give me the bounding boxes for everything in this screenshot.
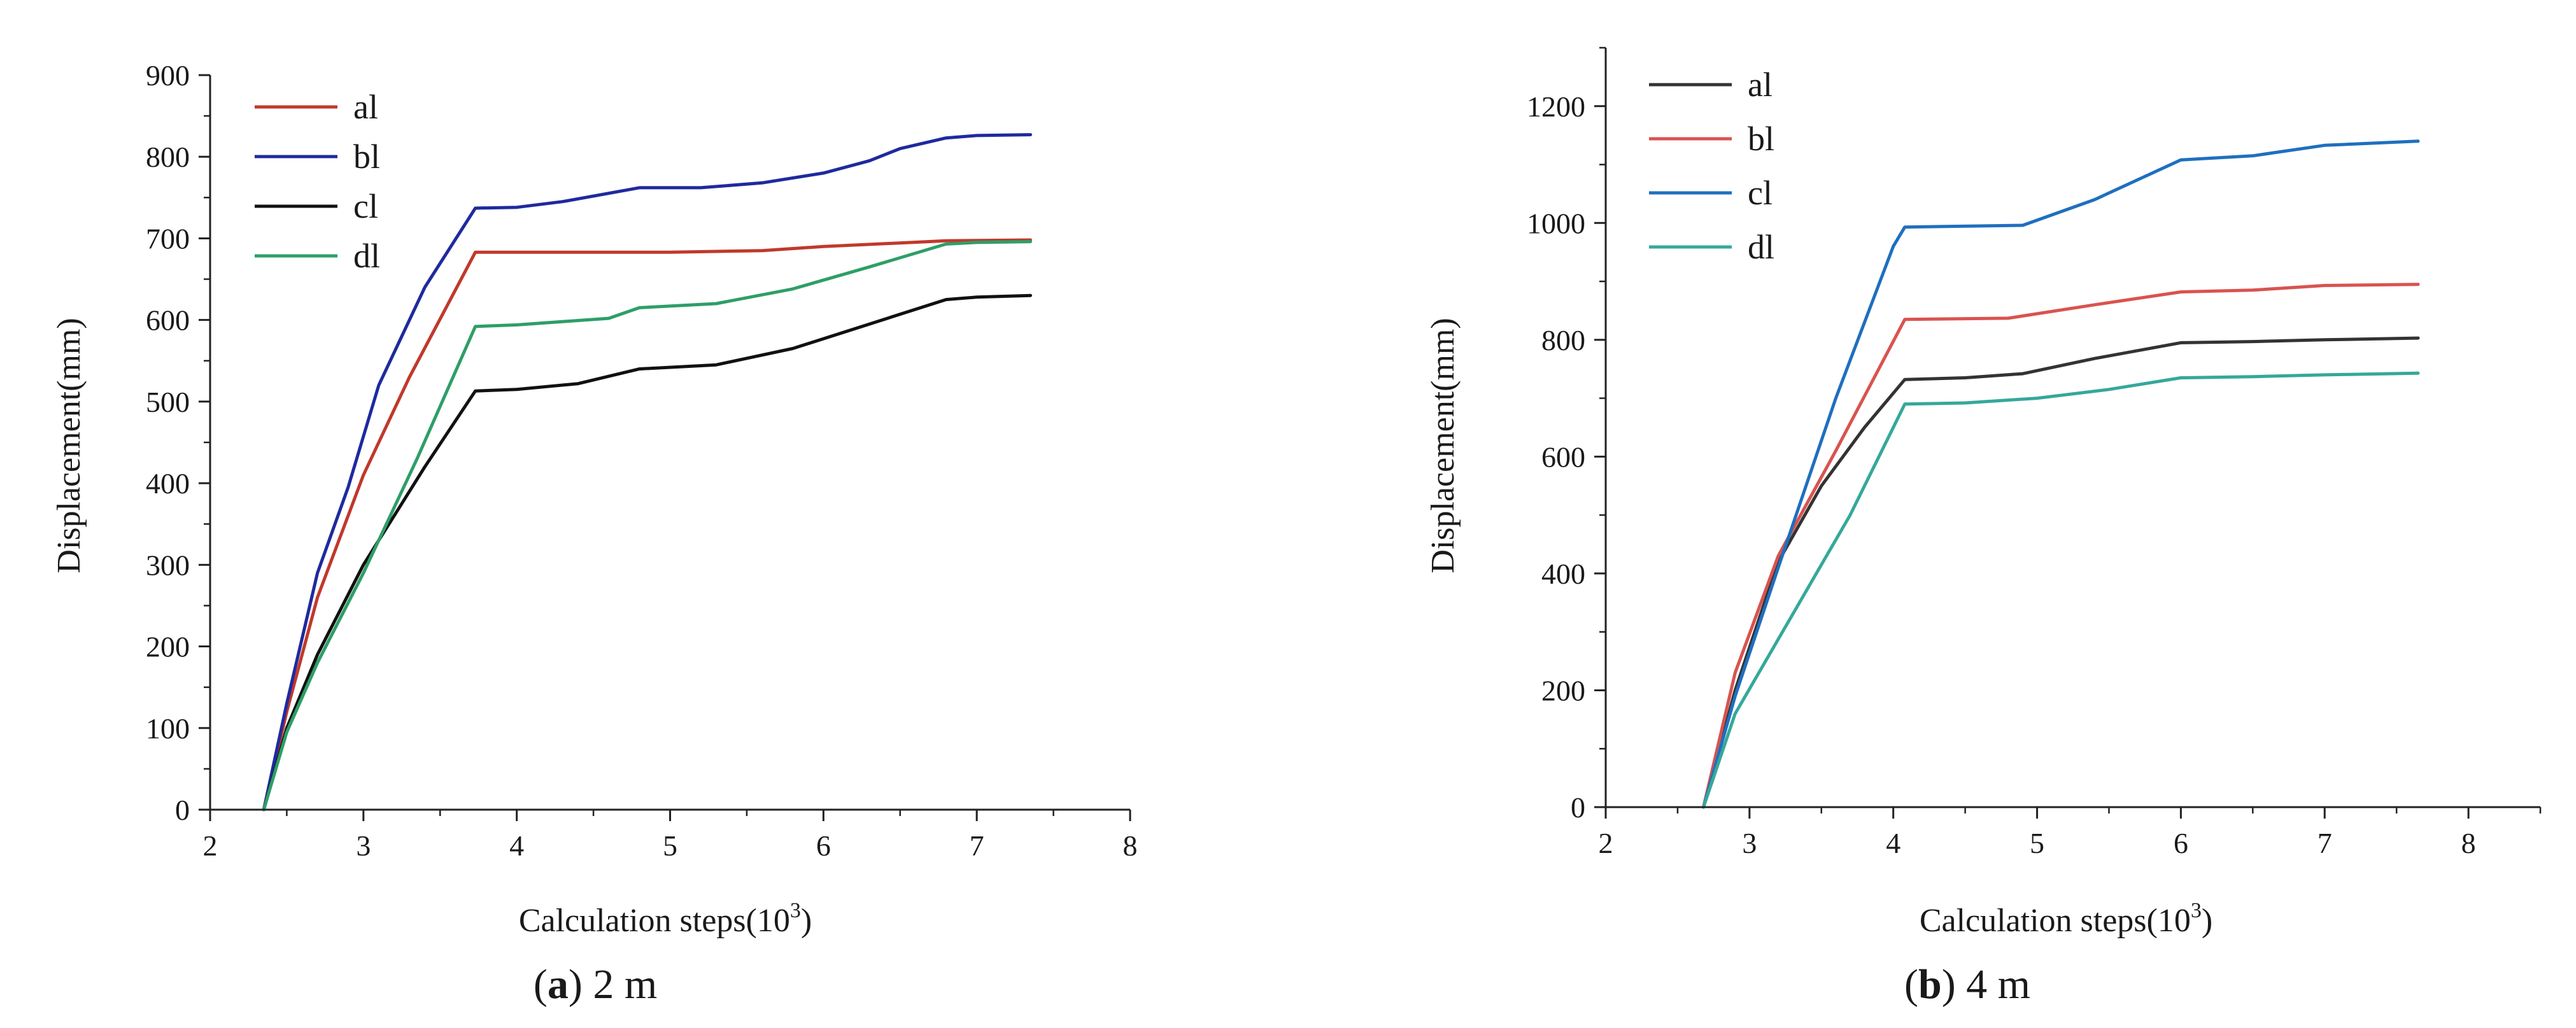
panel-b-x-tick-label: 2 [1599, 827, 1613, 859]
panel-b-x-axis-title-main: Calculation steps(10 [1920, 903, 2191, 939]
panel-a-axes: 2 3 4 5 6 7 8 0 100 200 300 400 500 600 700 800 900 [146, 59, 1138, 862]
panel-a-legend: al bl cl dl [255, 88, 380, 275]
panel-b-series-cl-line [1702, 139, 2420, 809]
panel-a-caption-letter: a [548, 961, 569, 1008]
panel-b-x-tick-label: 5 [2030, 827, 2044, 859]
panel-b-y-axis-title: Displacement(mm) [1425, 318, 1461, 573]
panel-b-legend-label-bl: bl [1748, 120, 1774, 158]
panel-a-y-tick-label: 400 [146, 467, 190, 500]
panel-a-chart: 2 3 4 5 6 7 8 0 100 200 300 400 500 600 700 800 900 al bl… [51, 59, 1138, 1008]
panel-a-x-axis-title: Calculation steps(103) [519, 899, 812, 939]
panel-a-x-tick-label: 3 [356, 829, 371, 862]
panel-b-y-tick-label: 1000 [1527, 207, 1585, 239]
panel-a-series-bl-line [262, 133, 1032, 812]
panel-a-series-cl-line [262, 293, 1032, 812]
panel-a-caption: (a) 2 m [534, 961, 657, 1008]
panel-a-x-axis-title-suffix: ) [801, 903, 812, 939]
panel-b-y-tick-label: 600 [1541, 440, 1585, 473]
panel-b-x-axis-title-exponent: 3 [2191, 899, 2202, 922]
panel-b-legend: al bl cl dl [1649, 66, 1774, 266]
panel-b-x-axis-title-suffix: ) [2202, 903, 2212, 939]
panel-a-caption-text: 2 m [583, 961, 657, 1008]
panel-b-caption-close: ) [1942, 961, 1956, 1008]
panel-b-y-tick-label: 200 [1541, 674, 1585, 707]
panel-a-marks [262, 133, 1032, 812]
panel-b-x-tick-label: 4 [1886, 827, 1900, 859]
panel-a-legend-label-al: al [353, 88, 378, 126]
panel-b-caption-open: ( [1904, 961, 1918, 1008]
panel-a-y-tick-label: 800 [146, 141, 190, 173]
panel-a-y-tick-label: 500 [146, 386, 190, 418]
panel-b-caption: (b) 4 m [1904, 961, 2030, 1008]
panel-b-legend-label-dl: dl [1748, 228, 1774, 266]
panel-a-legend-label-bl: bl [353, 137, 380, 176]
panel-b-series-dl-line [1702, 371, 2420, 809]
panel-b-series-al-line [1702, 336, 2420, 809]
panel-b-legend-label-al: al [1748, 66, 1773, 104]
panel-a-caption-close: ) [569, 961, 583, 1008]
panel-a-legend-label-dl: dl [353, 237, 380, 275]
panel-b-chart: 2 3 4 5 6 7 8 0 200 400 600 800 1000 1200 al bl cl dl Di… [1425, 46, 2542, 1008]
panel-b-y-tick-label: 800 [1541, 324, 1585, 356]
panel-a-x-tick-label: 7 [970, 829, 984, 862]
panel-a-y-axis-title: Displacement(mm) [51, 318, 87, 573]
panel-b-x-tick-label: 3 [1742, 827, 1757, 859]
panel-b-axes: 2 3 4 5 6 7 8 0 200 400 600 800 1000 1200 [1527, 46, 2542, 859]
panel-b-series-bl-line [1702, 283, 2420, 809]
panel-b-caption-text: 4 m [1956, 961, 2030, 1008]
panel-b-x-tick-label: 7 [2318, 827, 2332, 859]
panel-a-x-tick-label: 2 [203, 829, 218, 862]
panel-a-x-axis-title-main: Calculation steps(10 [519, 903, 790, 939]
panel-a-y-tick-label: 200 [146, 631, 190, 663]
panel-a-y-tick-label: 300 [146, 549, 190, 581]
panel-a-x-axis-title-exponent: 3 [790, 899, 801, 922]
panel-a-y-tick-label: 700 [146, 222, 190, 255]
panel-a-y-tick-label: 600 [146, 304, 190, 337]
panel-a-series-dl-line [262, 240, 1032, 812]
panel-a-series-al-line [262, 238, 1032, 812]
panel-a-x-tick-label: 8 [1123, 829, 1138, 862]
panel-a-y-tick-label: 100 [146, 712, 190, 745]
panel-b-y-tick-label: 400 [1541, 558, 1585, 590]
panel-a-caption-open: ( [534, 961, 548, 1008]
panel-b-legend-label-cl: cl [1748, 174, 1773, 212]
panel-b-y-tick-label: 1200 [1527, 90, 1585, 123]
panel-a-y-tick-label: 900 [146, 59, 190, 92]
panel-a-x-tick-label: 4 [509, 829, 524, 862]
panel-a-x-tick-label: 6 [816, 829, 831, 862]
panel-a-legend-label-cl: cl [353, 187, 378, 225]
panel-b-y-tick-label: 0 [1571, 791, 1585, 824]
panel-a-y-tick-label: 0 [175, 794, 190, 826]
panel-b-marks [1702, 139, 2420, 809]
panel-b-x-tick-label: 6 [2174, 827, 2188, 859]
panel-b-x-tick-label: 8 [2461, 827, 2476, 859]
panel-a-x-tick-label: 5 [663, 829, 677, 862]
panel-b-x-axis-title: Calculation steps(103) [1920, 899, 2212, 939]
panel-b-caption-letter: b [1918, 961, 1942, 1008]
